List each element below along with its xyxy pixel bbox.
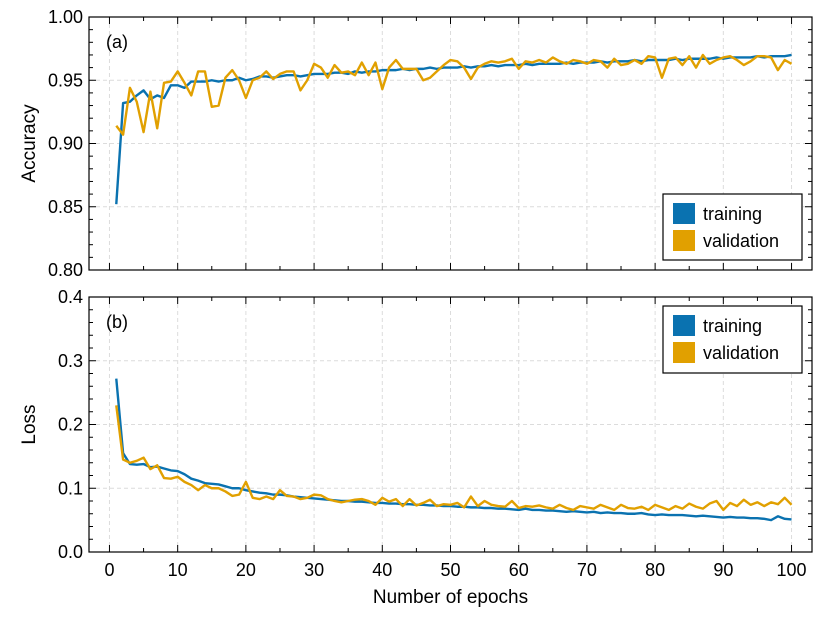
series-line-training [115, 53, 792, 205]
panel-label: (b) [106, 312, 128, 332]
y-tick-label: 0.3 [58, 351, 83, 371]
panel-label: (a) [106, 32, 128, 52]
legend-label-validation: validation [703, 231, 779, 251]
y-axis-label: Accuracy [19, 104, 40, 183]
plot-frame [88, 16, 813, 271]
y-tick-label: 0.95 [48, 70, 83, 90]
x-tick-label: 100 [777, 560, 807, 580]
x-tick-label: 90 [713, 560, 733, 580]
legend-swatch-validation [673, 230, 695, 251]
y-tick-label: 0.4 [58, 287, 83, 307]
series-line-validation [115, 53, 793, 136]
legend-label-validation: validation [703, 343, 779, 363]
y-axis-label: Loss [19, 404, 40, 444]
x-tick-label: 80 [645, 560, 665, 580]
y-tick-label: 0.80 [48, 260, 83, 280]
legend-swatch-training [673, 203, 695, 224]
x-tick-label: 30 [304, 560, 324, 580]
legend: training validation [662, 193, 803, 261]
x-tick-label: 0 [104, 560, 114, 580]
series-line-validation [115, 405, 793, 512]
y-tick-label: 1.00 [48, 7, 83, 27]
panel-b: 0.0 0.1 0.2 0.3 0.4 0 10 20 30 40 50 60 70 80 90 100 Los… [19, 287, 813, 608]
x-tick-label: 40 [372, 560, 392, 580]
legend-swatch-validation [673, 342, 695, 363]
x-tick-label: 10 [168, 560, 188, 580]
legend-label-training: training [703, 316, 762, 336]
plot-frame [88, 296, 813, 553]
y-tick-label: 0.85 [48, 197, 83, 217]
x-tick-label: 50 [440, 560, 460, 580]
y-tick-label: 0.2 [58, 415, 83, 435]
y-tick-label: 0.1 [58, 478, 83, 498]
y-tick-label: 0.0 [58, 542, 83, 562]
legend-swatch-training [673, 315, 695, 336]
x-tick-label: 60 [509, 560, 529, 580]
panel-a: 0.80 0.85 0.90 0.95 1.00 Accuracy (a) training v… [19, 7, 813, 280]
x-tick-label: 70 [577, 560, 597, 580]
y-tick-label: 0.90 [48, 134, 83, 154]
series-line-training [115, 378, 792, 522]
x-axis-label: Number of epochs [373, 587, 528, 608]
x-tick-label: 20 [236, 560, 256, 580]
legend-label-training: training [703, 204, 762, 224]
legend: training validation [662, 305, 803, 374]
